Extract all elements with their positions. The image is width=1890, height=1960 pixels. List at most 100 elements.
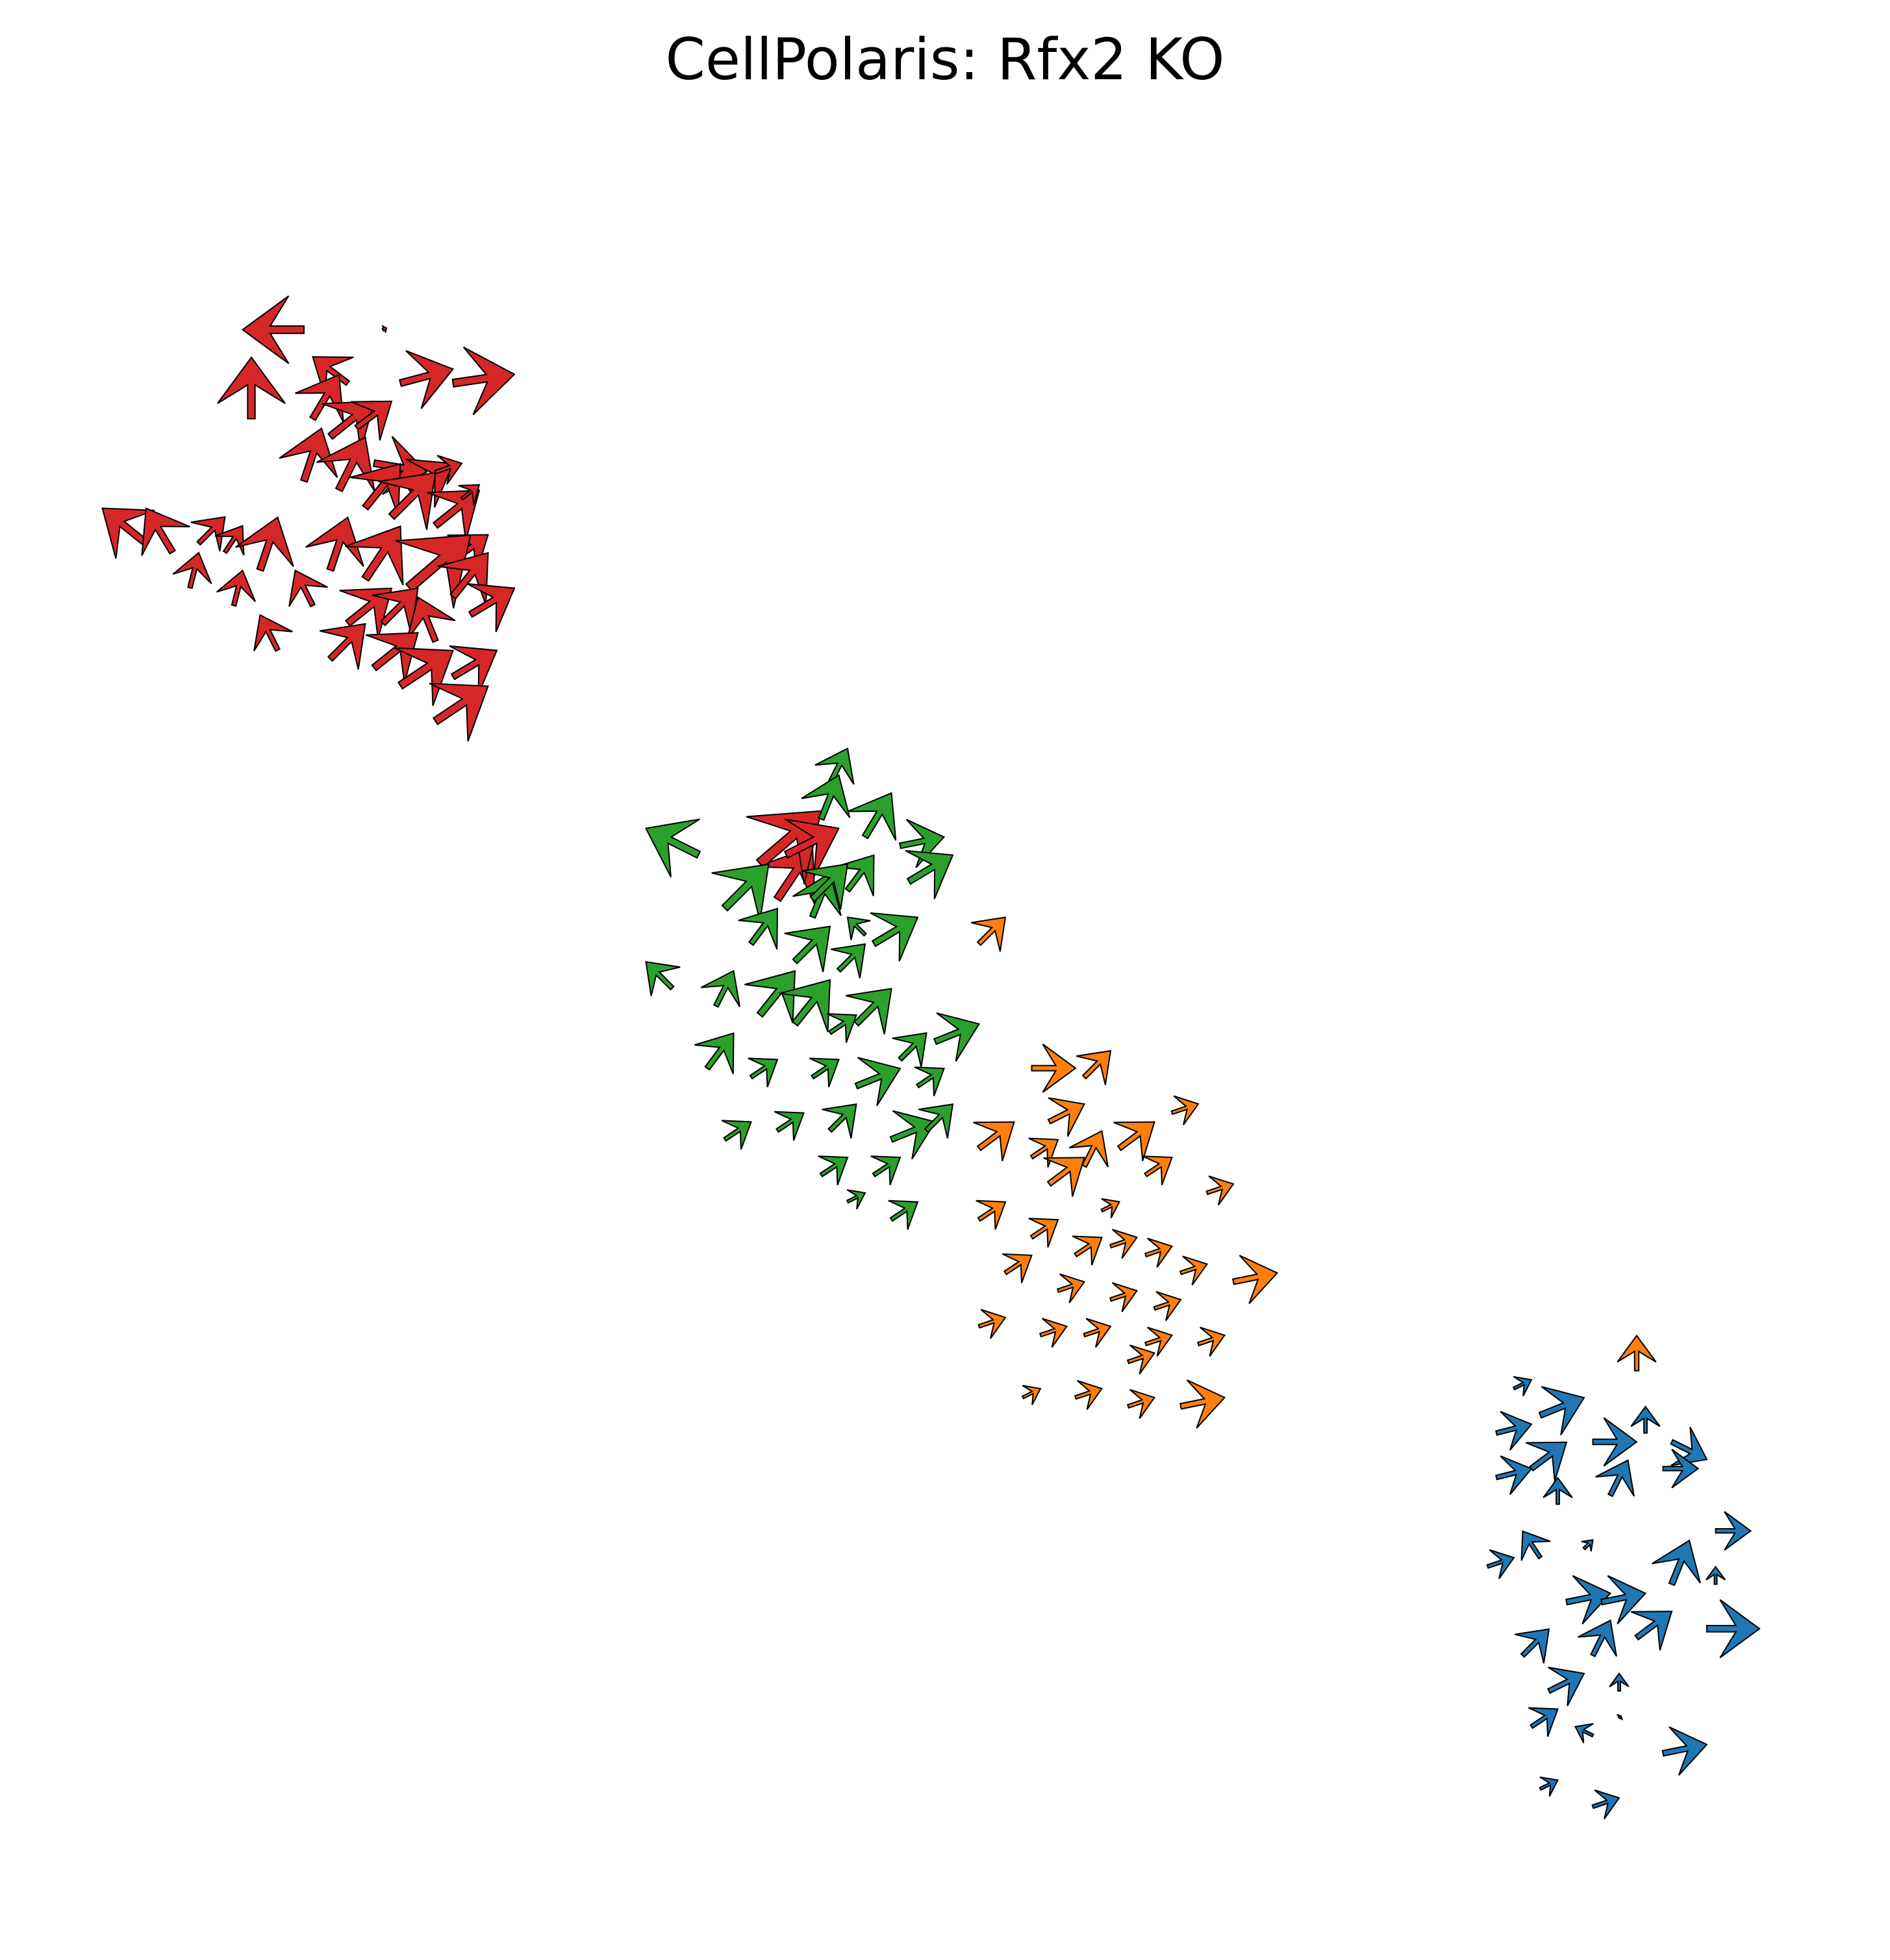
- arrow-blue-7: [1494, 1455, 1533, 1495]
- arrow-orange-18: [1179, 1255, 1209, 1286]
- arrow-blue-15: [1600, 1575, 1647, 1625]
- arrow-orange-24: [977, 1309, 1007, 1339]
- arrow-green-22: [933, 1012, 981, 1062]
- arrow-orange-12: [1205, 1175, 1235, 1206]
- arrow-orange-33: [1179, 1379, 1226, 1429]
- arrow-green-28: [721, 1120, 752, 1150]
- arrow-orange-11: [1142, 1155, 1173, 1186]
- arrow-green-31: [889, 1110, 937, 1160]
- arrow-orange-4: [1047, 1097, 1086, 1137]
- arrow-red-37: [365, 632, 419, 684]
- arrow-blue-11: [1520, 1530, 1551, 1561]
- arrow-blue-12: [1486, 1549, 1515, 1579]
- arrow-blue-10: [1543, 1476, 1573, 1505]
- arrow-blue-18: [1630, 1611, 1673, 1651]
- arrow-red-34: [466, 583, 516, 633]
- arrow-orange-22: [1109, 1282, 1139, 1313]
- series-orange: [971, 916, 1657, 1429]
- arrow-blue-8: [1662, 1448, 1700, 1489]
- arrow-green-34: [870, 1155, 901, 1186]
- arrow-orange-1: [1031, 1043, 1077, 1093]
- arrow-blue-19: [1578, 1619, 1617, 1657]
- arrow-green-13: [784, 925, 831, 972]
- arrow-green-21: [892, 1032, 927, 1068]
- arrow-blue-25: [1661, 1726, 1708, 1776]
- arrow-green-36: [888, 1200, 919, 1230]
- arrow-orange-28: [1196, 1326, 1226, 1357]
- arrow-green-1: [801, 774, 851, 822]
- arrow-green-26: [854, 1057, 901, 1107]
- arrow-green-6: [846, 916, 871, 940]
- arrows-layer: [101, 295, 1761, 1820]
- arrow-orange-7: [1069, 1129, 1109, 1168]
- series-green: [644, 747, 981, 1230]
- arrow-orange-10: [1100, 1198, 1121, 1218]
- arrow-blue-2: [1494, 1411, 1533, 1451]
- arrow-red-23: [235, 516, 294, 572]
- arrow-red-39: [449, 645, 498, 695]
- arrow-orange-26: [1083, 1318, 1112, 1348]
- arrow-red-12: [279, 427, 338, 483]
- arrow-green-30: [822, 1103, 857, 1139]
- arrow-red-32: [372, 587, 419, 634]
- arrow-red-40: [429, 683, 489, 742]
- arrow-orange-2: [1076, 1049, 1112, 1085]
- arrow-green-14: [831, 943, 866, 979]
- arrow-orange-9: [1043, 1157, 1085, 1197]
- arrow-green-18: [779, 979, 831, 1033]
- arrow-blue-30: [1616, 1714, 1623, 1720]
- arrow-red-30: [288, 569, 328, 608]
- arrow-blue-16: [1652, 1539, 1701, 1587]
- series-red: [101, 295, 840, 906]
- arrow-green-33: [818, 1155, 849, 1186]
- arrow-green-35: [846, 1189, 866, 1210]
- arrow-green-9: [644, 818, 701, 877]
- arrow-red-1: [381, 325, 388, 333]
- arrow-orange-14: [1028, 1218, 1059, 1248]
- arrow-orange-17: [1144, 1237, 1174, 1268]
- arrow-orange-19: [1232, 1255, 1279, 1304]
- arrow-orange-21: [1056, 1273, 1086, 1303]
- arrow-red-36: [320, 623, 366, 670]
- arrow-red-13: [316, 436, 375, 493]
- chart-title: CellPolaris: Rfx2 KO: [665, 26, 1225, 93]
- arrow-blue-3: [1592, 1417, 1638, 1467]
- arrow-blue-23: [1528, 1707, 1559, 1737]
- arrow-orange-34: [1617, 1334, 1657, 1372]
- arrow-red-2: [451, 346, 516, 416]
- arrow-red-38: [394, 647, 454, 707]
- arrow-orange-15: [1072, 1235, 1103, 1266]
- arrow-orange-23: [1153, 1291, 1182, 1322]
- arrow-red-14: [349, 462, 401, 516]
- arrow-red-35: [253, 614, 293, 652]
- arrow-green-32: [918, 1103, 954, 1139]
- arrow-green-29: [774, 1111, 805, 1141]
- arrow-orange-16: [1109, 1229, 1139, 1259]
- arrow-orange-31: [1074, 1380, 1103, 1411]
- arrow-red-24: [172, 551, 212, 590]
- arrow-green-3: [899, 818, 946, 868]
- arrow-red-11: [434, 455, 463, 485]
- arrow-red-3: [398, 350, 455, 409]
- arrow-blue-0: [1512, 1376, 1533, 1396]
- arrow-orange-6: [1028, 1137, 1059, 1168]
- arrow-orange-5: [973, 1121, 1015, 1161]
- arrow-red-6: [295, 373, 344, 423]
- arrow-orange-8: [1113, 1121, 1155, 1161]
- arrow-red-16: [427, 490, 481, 541]
- arrow-blue-13: [1581, 1539, 1594, 1552]
- arrow-green-20: [846, 988, 892, 1035]
- arrow-green-12: [738, 907, 779, 950]
- arrow-blue-22: [1609, 1672, 1630, 1692]
- arrow-red-8: [350, 400, 393, 441]
- arrow-orange-25: [1039, 1318, 1068, 1348]
- arrow-blue-17: [1705, 1565, 1726, 1585]
- arrow-green-25: [809, 1057, 840, 1088]
- arrow-green-24: [748, 1057, 779, 1088]
- arrow-blue-4: [1630, 1405, 1661, 1434]
- arrow-green-7: [870, 912, 919, 962]
- arrow-blue-20: [1515, 1628, 1550, 1664]
- arrow-blue-1: [1538, 1386, 1585, 1436]
